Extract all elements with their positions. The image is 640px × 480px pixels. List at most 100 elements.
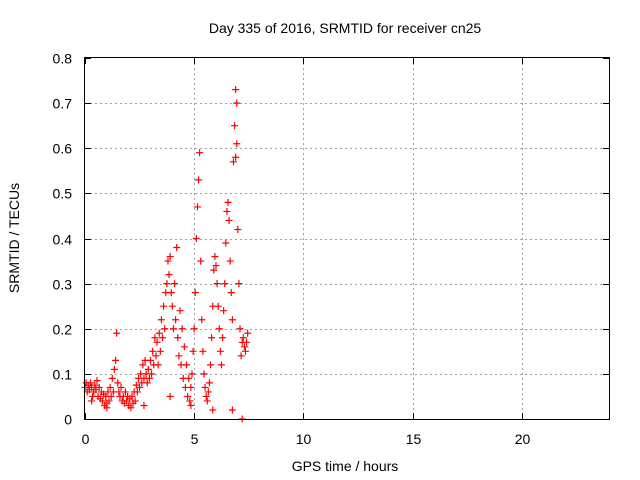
data-point — [235, 280, 243, 288]
x-tick-label: 0 — [82, 431, 90, 447]
data-point — [152, 352, 160, 360]
data-point — [193, 203, 201, 211]
data-point — [205, 379, 213, 387]
data-point — [149, 347, 157, 355]
data-point — [174, 334, 182, 342]
data-point — [233, 140, 241, 148]
data-point — [176, 307, 184, 315]
data-point — [175, 352, 183, 360]
data-point — [172, 316, 180, 324]
data-point — [155, 329, 163, 337]
data-point — [204, 388, 212, 396]
data-point — [157, 316, 165, 324]
plot-frame — [84, 57, 610, 420]
data-point — [234, 225, 242, 233]
data-point — [209, 406, 217, 414]
data-point — [200, 370, 208, 378]
data-point — [236, 325, 244, 333]
axis-tick-labels: 0 0.1 0.2 0.3 0.4 0.5 0.6 0.7 0.8 0 5 10 15 20 — [53, 51, 531, 448]
data-point — [228, 316, 236, 324]
data-point — [191, 289, 199, 297]
data-point — [112, 356, 120, 364]
data-point — [86, 379, 94, 387]
data-point — [186, 397, 194, 405]
data-point — [199, 347, 207, 355]
data-point — [220, 307, 228, 315]
data-point — [195, 176, 203, 184]
data-point — [178, 325, 186, 333]
data-point — [189, 347, 197, 355]
data-point — [95, 383, 103, 391]
data-point — [136, 383, 144, 391]
data-point — [243, 338, 251, 346]
data-point — [211, 253, 219, 261]
data-point — [151, 334, 159, 342]
data-point — [168, 302, 176, 310]
data-point — [160, 302, 168, 310]
x-tick-label: 5 — [191, 431, 199, 447]
data-point — [148, 370, 156, 378]
data-point — [161, 325, 169, 333]
data-point — [98, 397, 106, 405]
data-point — [239, 334, 247, 342]
data-point — [192, 235, 200, 242]
y-tick-label: 0.7 — [53, 96, 73, 112]
data-point — [215, 325, 223, 333]
data-point — [166, 392, 174, 400]
chart-title: Day 335 of 2016, SRMTID for receiver cn2… — [209, 20, 482, 36]
data-point — [216, 347, 224, 355]
data-point — [156, 347, 164, 355]
data-point — [202, 392, 210, 400]
data-point — [244, 329, 252, 337]
y-tick-label: 0.1 — [53, 367, 73, 383]
data-point — [232, 86, 240, 94]
data-point — [232, 153, 240, 161]
data-point — [237, 352, 245, 360]
data-point — [117, 383, 125, 391]
data-point — [145, 374, 153, 382]
data-point — [185, 374, 193, 382]
x-axis-label: GPS time / hours — [292, 458, 399, 474]
data-point — [226, 257, 234, 265]
data-point — [225, 216, 233, 224]
data-point — [144, 365, 152, 373]
data-point — [103, 404, 111, 412]
data-point — [166, 253, 174, 261]
data-point — [159, 334, 167, 342]
data-point — [214, 302, 222, 310]
data-point — [208, 334, 216, 342]
data-point — [210, 266, 218, 274]
data-point — [217, 361, 225, 369]
data-point — [240, 343, 248, 351]
data-point — [187, 401, 195, 409]
data-point — [163, 280, 171, 288]
data-point — [110, 365, 118, 373]
data-point — [203, 397, 211, 405]
data-point — [133, 388, 141, 396]
data-point — [184, 392, 192, 400]
data-point — [223, 207, 231, 215]
data-point — [173, 244, 181, 252]
data-point — [198, 316, 206, 324]
y-tick-label: 0 — [64, 412, 72, 428]
data-point — [107, 392, 115, 400]
data-point — [180, 343, 188, 351]
data-point — [93, 377, 101, 385]
y-tick-label: 0.5 — [53, 186, 73, 202]
data-point — [241, 347, 249, 355]
data-point — [106, 383, 114, 391]
data-point — [128, 392, 136, 400]
y-tick-label: 0.8 — [53, 51, 73, 67]
data-point — [233, 99, 241, 107]
data-point — [164, 257, 172, 265]
data-point — [165, 271, 173, 279]
data-point — [221, 280, 229, 288]
data-point — [196, 149, 204, 157]
y-tick-label: 0.6 — [53, 141, 73, 157]
data-point — [140, 401, 148, 409]
data-point — [167, 289, 175, 297]
data-point — [147, 356, 154, 364]
data-point — [139, 361, 147, 369]
data-point — [197, 257, 205, 265]
data-point — [212, 262, 220, 270]
